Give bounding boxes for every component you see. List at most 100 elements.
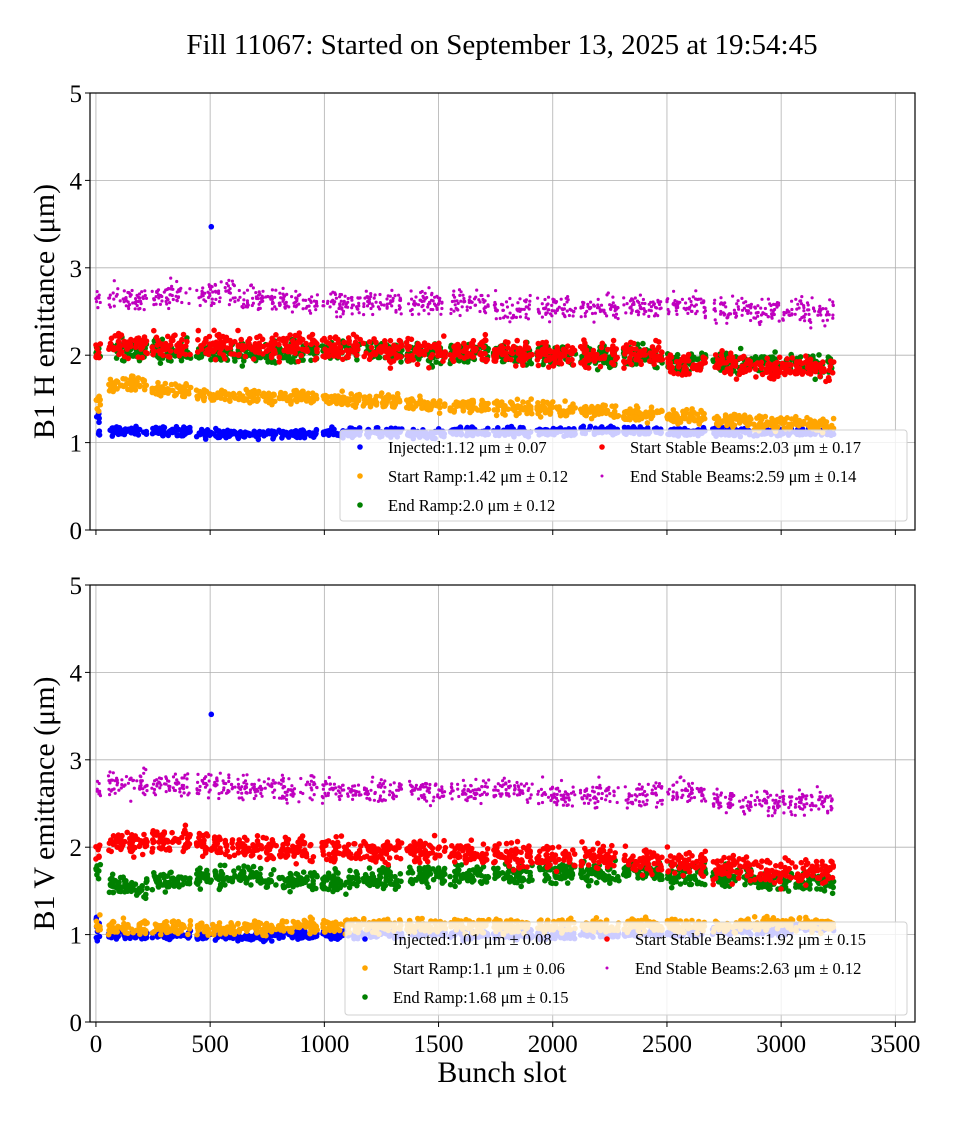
data-point bbox=[826, 378, 832, 384]
data-point bbox=[242, 434, 248, 440]
data-point bbox=[713, 302, 716, 305]
data-point bbox=[335, 310, 338, 313]
data-point bbox=[581, 407, 587, 413]
data-point bbox=[232, 297, 235, 300]
data-point bbox=[159, 386, 165, 392]
data-point bbox=[320, 337, 326, 343]
data-point bbox=[715, 322, 718, 325]
data-point bbox=[229, 299, 232, 302]
data-point bbox=[731, 412, 737, 418]
data-point bbox=[483, 332, 489, 338]
data-point bbox=[550, 405, 556, 411]
data-point bbox=[704, 316, 707, 319]
data-point bbox=[398, 359, 404, 365]
data-point bbox=[731, 295, 734, 298]
data-point bbox=[439, 313, 442, 316]
data-point bbox=[524, 316, 527, 319]
data-point bbox=[211, 349, 217, 355]
data-point bbox=[637, 301, 640, 304]
data-point bbox=[219, 296, 222, 299]
data-point bbox=[334, 346, 340, 352]
data-point bbox=[684, 308, 687, 311]
data-point bbox=[99, 301, 102, 304]
data-point bbox=[591, 312, 594, 315]
data-point bbox=[231, 394, 237, 400]
data-point bbox=[256, 389, 262, 395]
data-point bbox=[829, 423, 835, 429]
data-point bbox=[243, 291, 246, 294]
data-point bbox=[738, 346, 744, 352]
data-point bbox=[302, 307, 305, 310]
data-point bbox=[110, 389, 116, 395]
data-point bbox=[116, 331, 122, 337]
data-point bbox=[369, 345, 375, 351]
data-point bbox=[166, 298, 169, 301]
data-point bbox=[292, 302, 295, 305]
data-point bbox=[314, 355, 320, 361]
data-point bbox=[323, 429, 329, 435]
data-point bbox=[411, 313, 414, 316]
data-point bbox=[176, 299, 179, 302]
data-point bbox=[127, 307, 130, 310]
data-point bbox=[733, 309, 736, 312]
data-point bbox=[675, 309, 678, 312]
data-point bbox=[168, 301, 171, 304]
data-point bbox=[123, 376, 129, 382]
data-point bbox=[388, 360, 394, 366]
data-point bbox=[178, 288, 181, 291]
data-point bbox=[494, 309, 497, 312]
data-point bbox=[220, 334, 226, 340]
data-point bbox=[368, 398, 374, 404]
data-point bbox=[269, 355, 275, 361]
data-point bbox=[133, 344, 139, 350]
data-point bbox=[322, 304, 325, 307]
data-point bbox=[409, 309, 412, 312]
data-point bbox=[246, 289, 249, 292]
data-point bbox=[228, 303, 231, 306]
data-point bbox=[770, 309, 773, 312]
data-point bbox=[273, 332, 279, 338]
data-point bbox=[341, 340, 347, 346]
data-point bbox=[333, 334, 339, 340]
data-point bbox=[645, 420, 651, 426]
data-point bbox=[430, 352, 436, 358]
data-point bbox=[409, 337, 415, 343]
data-point bbox=[537, 354, 543, 360]
data-point bbox=[550, 314, 553, 317]
data-point bbox=[203, 292, 206, 295]
data-point bbox=[622, 351, 628, 357]
data-point bbox=[627, 357, 633, 363]
data-point bbox=[437, 410, 443, 416]
data-point bbox=[572, 310, 575, 313]
data-point bbox=[155, 338, 161, 344]
data-point bbox=[430, 293, 433, 296]
data-point bbox=[290, 295, 293, 298]
data-point bbox=[366, 304, 369, 307]
data-point bbox=[165, 302, 168, 305]
data-point bbox=[716, 423, 722, 429]
data-point bbox=[628, 340, 634, 346]
data-point bbox=[665, 300, 668, 303]
data-point bbox=[214, 283, 217, 286]
data-point bbox=[392, 398, 398, 404]
data-point bbox=[812, 377, 818, 383]
data-point bbox=[691, 355, 697, 361]
data-point bbox=[422, 340, 428, 346]
data-point bbox=[356, 307, 359, 310]
y-tick-label: 2 bbox=[70, 835, 83, 862]
data-point bbox=[580, 360, 586, 366]
data-point bbox=[421, 304, 424, 307]
data-point bbox=[123, 289, 126, 292]
data-point bbox=[297, 435, 303, 441]
data-point bbox=[175, 280, 178, 283]
data-point bbox=[362, 305, 365, 308]
data-point bbox=[831, 416, 837, 422]
data-point bbox=[614, 316, 617, 319]
data-point bbox=[136, 375, 142, 381]
data-point bbox=[812, 306, 815, 309]
data-point bbox=[345, 303, 348, 306]
legend-label: Start Ramp:1.42 μm ± 0.12 bbox=[388, 467, 568, 486]
data-point bbox=[742, 412, 748, 418]
data-point bbox=[344, 354, 350, 360]
data-point bbox=[136, 432, 142, 438]
